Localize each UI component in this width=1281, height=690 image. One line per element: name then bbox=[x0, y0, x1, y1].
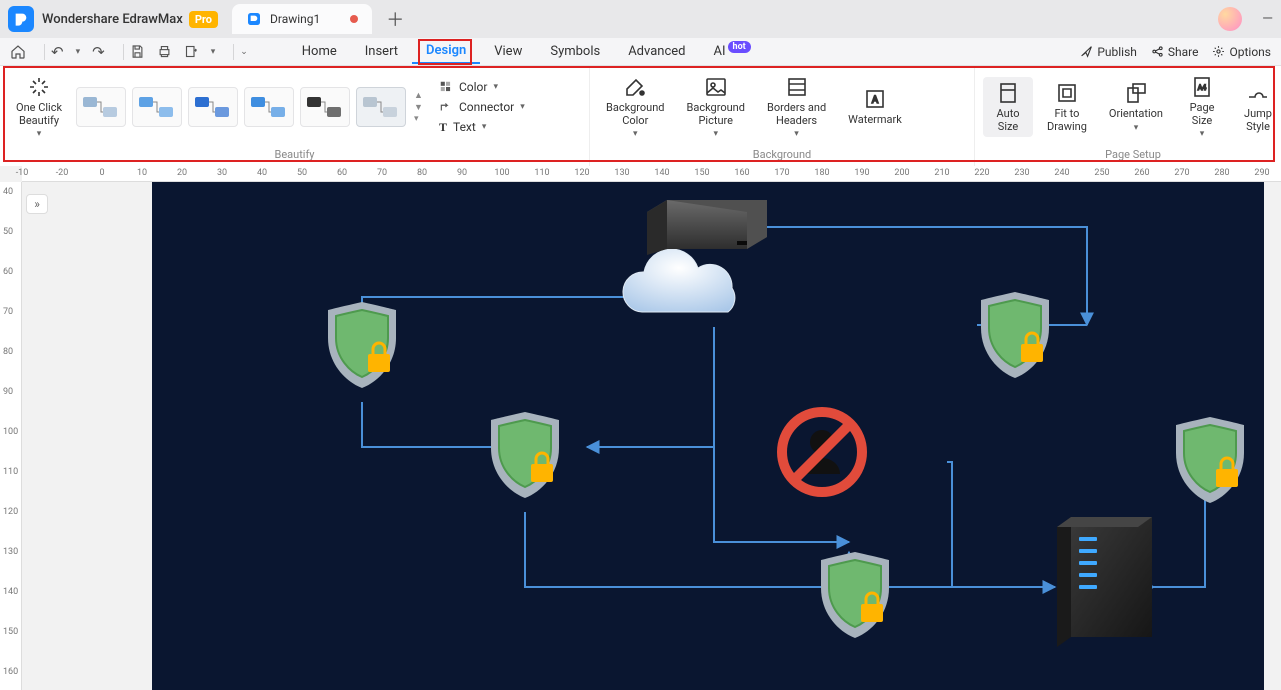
connector-icon bbox=[439, 100, 453, 114]
shield-5[interactable] bbox=[1176, 417, 1244, 503]
watermark-icon: A bbox=[863, 87, 887, 111]
expand-sidebar-button[interactable]: » bbox=[26, 194, 48, 214]
server-tower[interactable] bbox=[1057, 517, 1152, 647]
background-picture-button[interactable]: Background Picture▾ bbox=[678, 71, 752, 143]
shield-2[interactable] bbox=[491, 412, 559, 498]
horizontal-ruler: -10-200102030405060708090100110120130140… bbox=[22, 166, 1281, 182]
svg-text:A: A bbox=[872, 95, 879, 106]
menu-view[interactable]: View bbox=[480, 40, 536, 63]
pro-badge: Pro bbox=[189, 11, 218, 28]
diagram-canvas[interactable] bbox=[152, 182, 1264, 690]
minimize-button[interactable]: ― bbox=[1262, 11, 1273, 27]
orientation-button[interactable]: Orientation▾ bbox=[1101, 77, 1171, 136]
menu-design[interactable]: Design bbox=[412, 39, 480, 64]
fit-icon bbox=[1055, 81, 1079, 105]
jump-icon bbox=[1246, 81, 1270, 105]
menu-symbols[interactable]: Symbols bbox=[536, 40, 614, 63]
connector-dropdown[interactable]: Connector▾ bbox=[435, 98, 529, 116]
tab-title: Drawing1 bbox=[270, 12, 320, 26]
new-tab-button[interactable]: ＋ bbox=[386, 6, 404, 32]
share-button[interactable]: Share bbox=[1151, 45, 1199, 59]
document-tab[interactable]: Drawing1 bbox=[232, 4, 372, 34]
title-bar: Wondershare EdrawMax Pro Drawing1 ＋ ― bbox=[0, 0, 1281, 38]
shield-3[interactable] bbox=[981, 292, 1049, 378]
workspace[interactable]: » bbox=[22, 182, 1281, 690]
palette-icon bbox=[439, 80, 453, 94]
borders-headers-button[interactable]: Borders and Headers▾ bbox=[759, 71, 834, 143]
sparkle-icon bbox=[27, 75, 51, 99]
fit-to-drawing-button[interactable]: Fit to Drawing bbox=[1039, 77, 1095, 137]
export-more[interactable]: ▾ bbox=[211, 47, 216, 57]
doc-icon bbox=[246, 11, 262, 27]
shield-4[interactable] bbox=[821, 552, 889, 638]
export-button[interactable] bbox=[184, 44, 199, 59]
theme-style-5[interactable] bbox=[300, 87, 350, 127]
app-icon bbox=[8, 6, 34, 32]
publish-button[interactable]: Publish bbox=[1080, 45, 1137, 59]
vertical-ruler: 405060708090100110120130140150160 bbox=[0, 182, 22, 690]
redo-button[interactable]: ↷ bbox=[92, 43, 105, 61]
jump-style-button[interactable]: Jump Style bbox=[1233, 77, 1281, 137]
fill-icon bbox=[623, 75, 647, 99]
home-icon[interactable] bbox=[10, 44, 26, 60]
text-dropdown[interactable]: TText▾ bbox=[435, 118, 529, 137]
no-access-icon[interactable] bbox=[782, 412, 862, 492]
save-button[interactable] bbox=[130, 44, 145, 59]
user-avatar[interactable] bbox=[1218, 7, 1242, 31]
text-icon: T bbox=[439, 120, 447, 135]
ribbon-design: One Click Beautify ▾ ▲ ▼ ▾ Color▾ Connec… bbox=[0, 66, 1281, 166]
page-size-button[interactable]: A4 Page Size▾ bbox=[1177, 71, 1227, 143]
styles-up[interactable]: ▲ bbox=[414, 90, 423, 101]
theme-style-4[interactable] bbox=[244, 87, 294, 127]
qa-customize[interactable]: ⌄ bbox=[240, 47, 248, 57]
undo-button[interactable]: ↶ bbox=[51, 43, 64, 61]
connector[interactable] bbox=[587, 327, 714, 447]
dirty-indicator-icon bbox=[350, 15, 358, 23]
menu-row: ↶ ▾ ↷ ▾ ⌄ Home Insert Design View Symbol… bbox=[0, 38, 1281, 66]
cloud-shape[interactable] bbox=[623, 249, 735, 312]
pagesize-icon: A4 bbox=[1190, 75, 1214, 99]
image-icon bbox=[704, 75, 728, 99]
theme-style-3[interactable] bbox=[188, 87, 238, 127]
theme-style-1[interactable] bbox=[76, 87, 126, 127]
print-button[interactable] bbox=[157, 44, 172, 59]
group-label-pagesetup: Page Setup bbox=[975, 148, 1281, 166]
watermark-button[interactable]: A Watermark bbox=[840, 83, 910, 130]
undo-more[interactable]: ▾ bbox=[76, 47, 81, 57]
theme-style-2[interactable] bbox=[132, 87, 182, 127]
auto-size-button[interactable]: Auto Size bbox=[983, 77, 1033, 137]
app-title: Wondershare EdrawMax bbox=[42, 12, 183, 27]
color-dropdown[interactable]: Color▾ bbox=[435, 78, 529, 96]
styles-down[interactable]: ▼ bbox=[414, 102, 423, 113]
menu-insert[interactable]: Insert bbox=[351, 40, 412, 63]
menu-ai[interactable]: AIhot bbox=[700, 40, 763, 63]
ai-hot-badge: hot bbox=[728, 41, 751, 53]
svg-text:A4: A4 bbox=[1198, 84, 1207, 92]
one-click-beautify-button[interactable]: One Click Beautify ▾ bbox=[8, 71, 70, 143]
background-color-button[interactable]: Background Color▾ bbox=[598, 71, 672, 143]
connector[interactable] bbox=[947, 462, 1055, 587]
menu-home[interactable]: Home bbox=[288, 40, 351, 63]
orientation-icon bbox=[1124, 81, 1148, 105]
device-box[interactable] bbox=[647, 200, 767, 255]
menu-advanced[interactable]: Advanced bbox=[614, 40, 699, 63]
connector[interactable] bbox=[1152, 480, 1205, 587]
options-button[interactable]: Options bbox=[1212, 45, 1271, 59]
group-label-beautify: Beautify bbox=[0, 148, 589, 166]
shield-1[interactable] bbox=[328, 302, 396, 388]
group-label-background: Background bbox=[590, 148, 974, 166]
borders-icon bbox=[785, 75, 809, 99]
theme-style-6[interactable] bbox=[356, 87, 406, 127]
drawing-page[interactable] bbox=[152, 182, 1264, 690]
connector[interactable] bbox=[362, 297, 652, 337]
autosize-icon bbox=[996, 81, 1020, 105]
styles-more[interactable]: ▾ bbox=[414, 114, 423, 124]
connector[interactable] bbox=[525, 512, 1055, 587]
